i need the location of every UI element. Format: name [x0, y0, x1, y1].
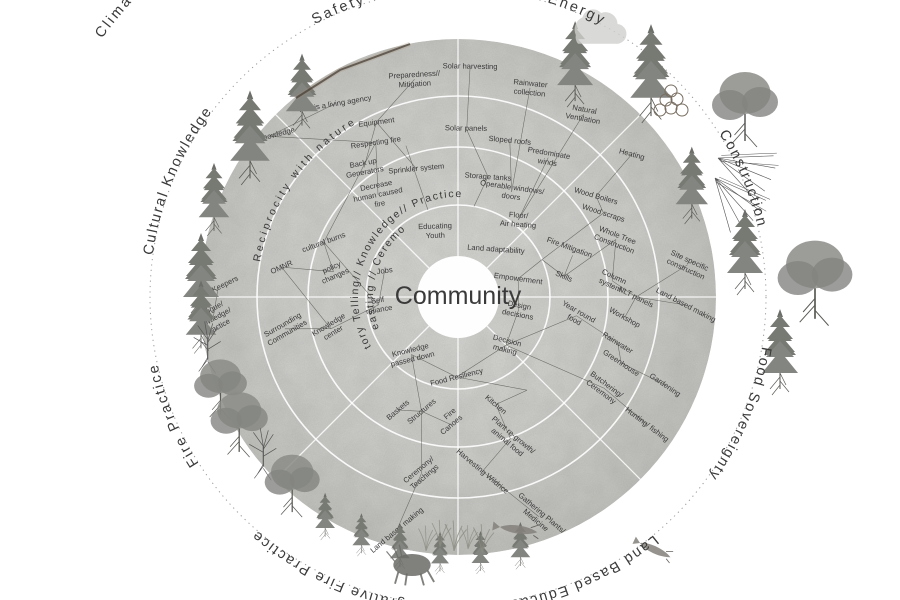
svg-text:Food Sovereignty: Food Sovereignty [705, 346, 774, 484]
svg-text:Cultural Knowledge: Cultural Knowledge [141, 103, 216, 256]
svg-text:Construction: Construction [716, 127, 770, 229]
svg-text:Community: Community [395, 282, 522, 310]
svg-text:Solar harvesting: Solar harvesting [443, 61, 498, 71]
svg-text:Safety: Safety [309, 0, 367, 28]
svg-text:Fire Practice: Fire Practice [145, 362, 202, 470]
svg-text:Climate Change: Climate Change [92, 0, 202, 41]
svg-text:Rainwatercollection: Rainwatercollection [512, 77, 548, 99]
svg-text:Solar panels: Solar panels [445, 123, 488, 133]
